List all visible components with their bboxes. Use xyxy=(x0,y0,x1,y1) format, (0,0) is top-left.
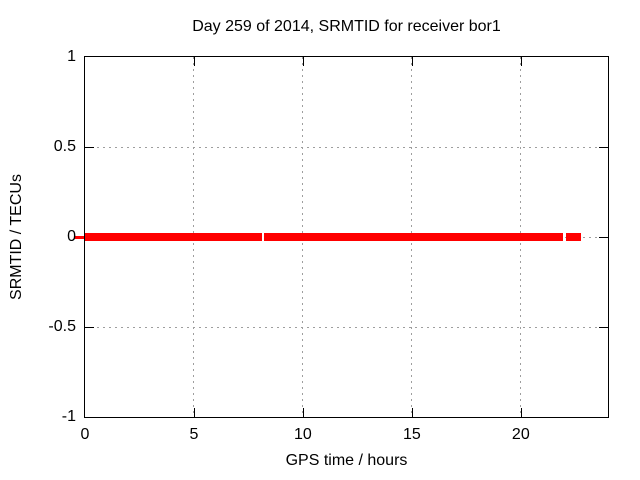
x-tick-mark-bottom xyxy=(302,408,304,417)
y-tick-mark-left xyxy=(85,147,94,148)
y-tick-mark-right xyxy=(599,147,608,148)
y-tick-label: 1 xyxy=(67,48,76,65)
x-tick-mark-top xyxy=(411,57,413,66)
data-series-segment xyxy=(566,233,582,241)
plot-area xyxy=(84,56,609,418)
chart-title: Day 259 of 2014, SRMTID for receiver bor… xyxy=(192,18,501,35)
x-tick-mark-bottom xyxy=(411,408,413,417)
x-axis-label: GPS time / hours xyxy=(285,452,408,469)
gridline-horizontal xyxy=(85,326,608,328)
x-tick-mark-top xyxy=(193,57,195,66)
x-tick-mark-bottom xyxy=(193,408,195,417)
y-tick-label: 0 xyxy=(67,228,76,245)
data-series-segment xyxy=(264,233,564,241)
x-tick-mark-top xyxy=(302,57,304,66)
x-tick-label: 15 xyxy=(402,426,421,443)
gridline-horizontal xyxy=(85,146,608,148)
y-axis-label: SRMTID / TECUs xyxy=(8,174,25,300)
x-tick-mark-top xyxy=(520,57,522,66)
x-tick-label: 20 xyxy=(511,426,530,443)
x-tick-mark-bottom xyxy=(520,408,522,417)
data-series-segment xyxy=(85,233,262,241)
y-tick-mark-right xyxy=(599,237,608,238)
x-tick-label: 10 xyxy=(294,426,312,443)
y-tick-mark-left xyxy=(85,327,94,328)
x-tick-label: 5 xyxy=(189,426,199,443)
y-tick-label: -0.5 xyxy=(48,318,76,335)
x-tick-label: 0 xyxy=(80,426,90,443)
y-tick-label: 0.5 xyxy=(53,138,76,155)
y-tick-label: -1 xyxy=(61,408,76,425)
y-tick-mark-right xyxy=(599,327,608,328)
zero-tick-red xyxy=(74,236,84,239)
